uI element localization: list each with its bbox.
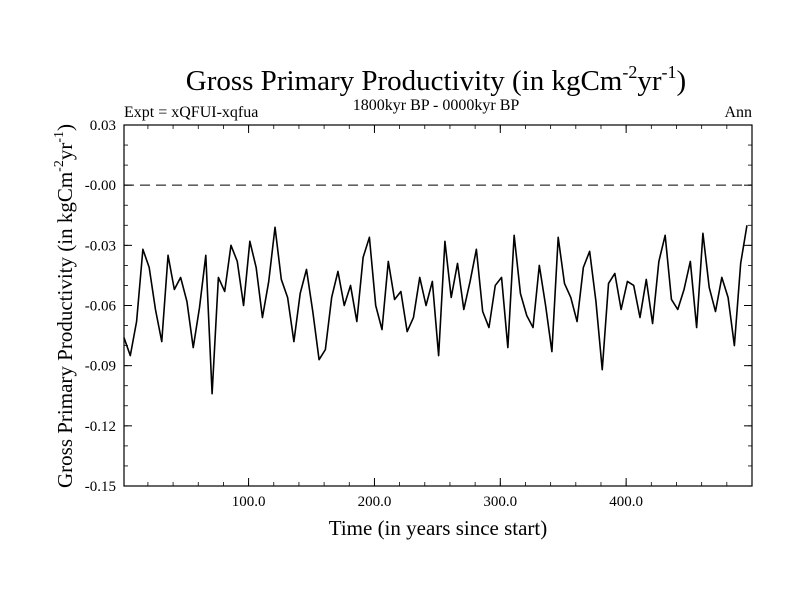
y-tick-label: -0.09 <box>85 359 116 375</box>
x-axis-label: Time (in years since start) <box>329 516 548 540</box>
season-label: Ann <box>724 104 752 121</box>
x-tick-label: 100.0 <box>232 494 266 510</box>
chart-title: Gross Primary Productivity (in kgCm-2yr-… <box>186 62 686 97</box>
y-tick-label: -0.00 <box>85 178 116 194</box>
y-tick-label: 0.03 <box>90 118 116 134</box>
series-line-gpp <box>123 225 748 395</box>
period-label: 1800kyr BP - 0000kyr BP <box>353 97 520 114</box>
x-tick-label: 400.0 <box>609 494 643 510</box>
y-tick-label: -0.12 <box>85 419 116 435</box>
x-tick-label: 200.0 <box>358 494 392 510</box>
y-tick-label: -0.15 <box>85 479 116 495</box>
plot-frame <box>123 124 753 487</box>
y-axis: 0.03 -0.00 -0.03 -0.06 -0.09 -0.12 -0.15 <box>85 118 752 495</box>
y-axis-label: Gross Primary Productivity (in kgCm-2yr-… <box>52 124 77 488</box>
x-axis: 100.0 200.0 300.0 400.0 <box>147 125 728 510</box>
y-tick-label: -0.06 <box>85 299 117 315</box>
y-tick-label: -0.03 <box>85 238 116 254</box>
experiment-label: Expt = xQFUI-xqfua <box>124 104 258 121</box>
x-tick-label: 300.0 <box>483 494 517 510</box>
